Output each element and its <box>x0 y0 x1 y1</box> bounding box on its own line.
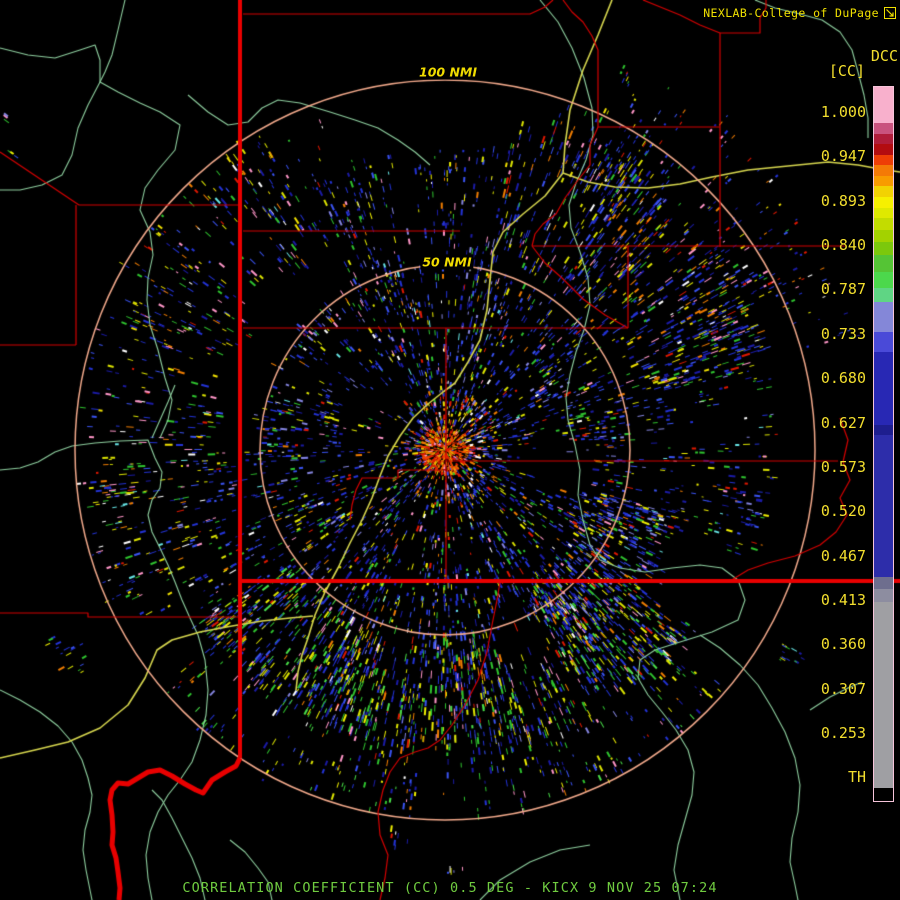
colorbar-segment <box>874 134 893 144</box>
colorbar-tick-label: 0.413 <box>820 590 866 609</box>
colorbar-tick-label: 0.253 <box>820 724 866 743</box>
product-title: CORRELATION COEFFICIENT (CC) 0.5 DEG - K… <box>182 880 718 896</box>
colorbar-segment <box>874 155 893 165</box>
colorbar-segment <box>874 255 893 272</box>
colorbar-segment <box>874 577 893 589</box>
colorbar-segment <box>874 186 893 197</box>
colorbar-tick-label: 0.627 <box>820 413 866 432</box>
colorbar-segment <box>874 208 893 218</box>
colorbar-tick-label: 0.733 <box>820 324 866 343</box>
colorbar-segment <box>874 602 893 788</box>
colorbar-segment <box>874 144 893 155</box>
colorbar-tick-label: 0.840 <box>820 236 866 255</box>
colorbar-segment <box>874 87 893 123</box>
colorbar-tick-label: 0.680 <box>820 369 866 388</box>
colorbar-segment <box>874 332 893 352</box>
colorbar-tick-label: 0.307 <box>820 679 866 698</box>
colorbar-units-label: DCC <box>870 47 898 65</box>
range-ring-label: 100 NMI <box>417 64 479 80</box>
colorbar-tick-label: 0.787 <box>820 280 866 299</box>
colorbar-segment <box>874 176 893 186</box>
resize-arrow-icon[interactable] <box>884 7 896 19</box>
colorbar-segment <box>874 197 893 208</box>
colorbar-tick-label: 0.360 <box>820 635 866 654</box>
colorbar-segment <box>874 589 893 602</box>
colorbar-segment <box>874 425 893 435</box>
colorbar-tick-label: 1.000 <box>820 103 866 121</box>
colorbar <box>873 86 894 802</box>
brand-link[interactable]: NEXLAB-College of DuPage <box>703 6 896 20</box>
colorbar-segment <box>874 218 893 230</box>
colorbar-tick-label: 0.520 <box>820 502 866 521</box>
colorbar-segment <box>874 352 893 425</box>
colorbar-segment <box>874 302 893 332</box>
colorbar-segment <box>874 272 893 288</box>
colorbar-tick-label: 0.573 <box>820 457 866 476</box>
colorbar-segment <box>874 123 893 134</box>
colorbar-segment <box>874 435 893 577</box>
colorbar-segment <box>874 165 893 176</box>
colorbar-tick-label: 0.947 <box>820 147 866 166</box>
colorbar-tick-label: 0.893 <box>820 191 866 210</box>
colorbar-product-label: [CC] <box>828 62 865 80</box>
colorbar-segment <box>874 788 893 800</box>
colorbar-segment <box>874 230 893 242</box>
colorbar-segment <box>874 242 893 255</box>
brand-label: NEXLAB-College of DuPage <box>703 6 879 20</box>
colorbar-tick-label: 0.467 <box>820 546 866 565</box>
colorbar-threshold-label: TH <box>847 768 866 786</box>
colorbar-segment <box>874 288 893 302</box>
range-ring-label: 50 NMI <box>420 254 474 270</box>
